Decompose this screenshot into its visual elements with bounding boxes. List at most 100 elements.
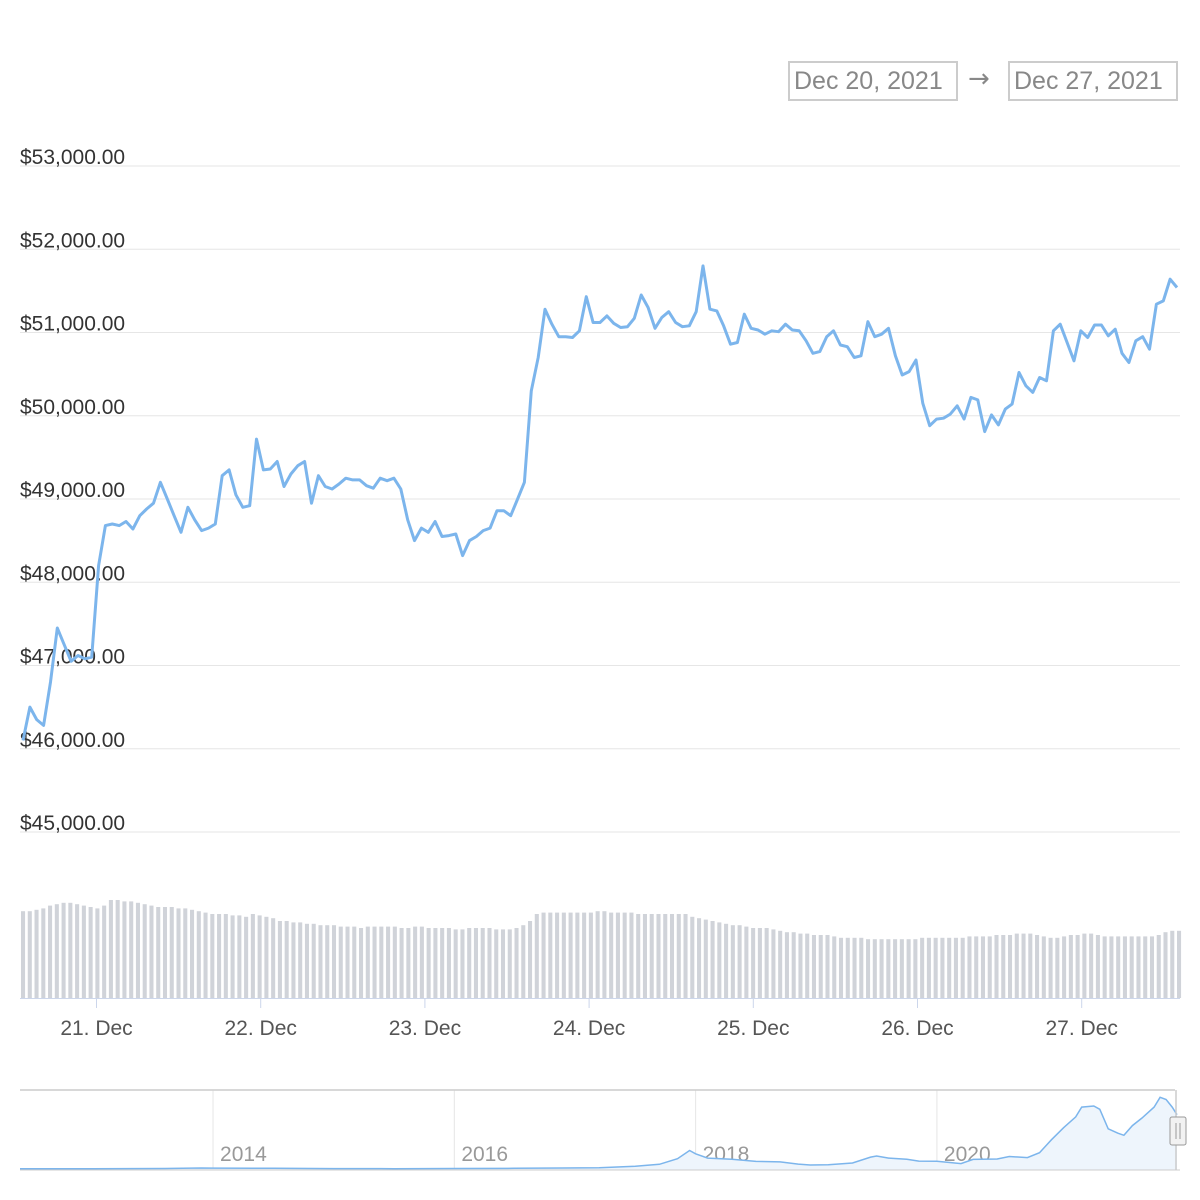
volume-bar: [683, 914, 688, 998]
volume-bar: [838, 937, 844, 998]
volume-bar: [818, 935, 823, 998]
x-tick-label: 24. Dec: [553, 1017, 625, 1040]
volume-bar: [568, 912, 573, 998]
volume-bar: [798, 933, 803, 998]
volume-bar: [1001, 935, 1006, 998]
volume-bar: [669, 914, 675, 998]
volume-bar: [156, 907, 161, 998]
volume-bar: [372, 926, 377, 998]
volume-bar: [217, 914, 222, 998]
volume-bar: [899, 939, 904, 998]
volume-bar: [906, 939, 911, 998]
volume-bar: [893, 939, 898, 998]
date-range-to-input[interactable]: Dec 27, 2021: [1008, 61, 1178, 101]
volume-bar: [534, 914, 539, 998]
volume-bar: [933, 937, 938, 998]
volume-bar: [237, 915, 242, 998]
volume-bar: [690, 916, 695, 998]
x-tick-label: 23. Dec: [389, 1017, 461, 1040]
x-tick-label: 26. Dec: [881, 1017, 953, 1040]
volume-bar: [406, 928, 411, 998]
price-series: [21, 264, 1179, 741]
volume-bar: [34, 909, 39, 998]
volume-bar: [487, 928, 492, 998]
volume-bar: [771, 929, 776, 998]
volume-bar: [54, 904, 59, 998]
volume-bar: [1102, 936, 1107, 998]
volume-bar: [1163, 932, 1168, 998]
volume-bar: [1089, 933, 1094, 998]
volume-bar: [392, 926, 397, 998]
volume-bar: [649, 914, 654, 998]
volume-bar: [61, 902, 66, 998]
volume-bar: [1143, 936, 1148, 998]
volume-bar: [453, 929, 458, 998]
x-tick-label: 22. Dec: [225, 1017, 297, 1040]
volume-bar: [744, 926, 749, 998]
volume-bar: [331, 925, 337, 998]
volume-bar: [757, 928, 762, 998]
volume-bar: [960, 937, 965, 998]
y-tick-label: $47,000.00: [20, 646, 125, 669]
volume-bar: [1177, 930, 1182, 998]
volume-bar: [629, 912, 634, 998]
volume-bar: [284, 921, 289, 998]
volume-bar: [149, 905, 154, 998]
volume-bar: [203, 912, 208, 998]
volume-bar: [724, 923, 729, 998]
volume-bar: [325, 925, 330, 998]
volume-bar: [1156, 935, 1161, 998]
volume-bar: [399, 928, 404, 998]
date-range-arrow: →: [968, 64, 990, 94]
volume-bar: [994, 935, 999, 998]
volume-bar: [257, 915, 262, 998]
volume-bar: [480, 928, 485, 998]
volume-bar: [697, 918, 702, 998]
volume-bar: [926, 937, 931, 998]
volume-bar: [940, 937, 945, 998]
volume-bar: [1014, 933, 1019, 998]
y-tick-label: $45,000.00: [20, 812, 125, 835]
volume-bar: [1048, 937, 1053, 998]
volume-bar: [264, 916, 269, 998]
volume-bar: [169, 907, 174, 998]
volume-bar: [913, 939, 918, 998]
volume-bar: [1062, 936, 1067, 998]
volume-bar: [135, 902, 140, 998]
volume-bar: [710, 921, 715, 998]
volume-bar: [1129, 936, 1134, 998]
volume-bar: [250, 914, 255, 998]
volume-bar: [48, 905, 53, 998]
volume-bar: [1035, 935, 1040, 998]
volume-bar: [162, 907, 168, 998]
volume-bar: [784, 932, 789, 998]
volume-bar: [872, 939, 877, 998]
volume-bar: [1082, 933, 1087, 998]
volume-bar: [980, 936, 986, 998]
volume-bar: [811, 935, 817, 998]
volume-bar: [440, 928, 445, 998]
volume-bar: [615, 912, 620, 998]
volume-bar: [548, 912, 553, 998]
volume-bar: [1095, 935, 1100, 998]
volume-bar: [244, 916, 249, 998]
x-tick-label: 21. Dec: [60, 1017, 132, 1040]
volume-bar: [609, 912, 614, 998]
volume-bar: [1075, 935, 1080, 998]
navigator-handle[interactable]: [1169, 1116, 1187, 1146]
volume-bar: [1122, 936, 1127, 998]
volume-bar: [102, 905, 107, 998]
navigator[interactable]: 2014 2016 2018 2020: [20, 1089, 1187, 1171]
volume-bar: [521, 925, 526, 998]
volume-bar: [196, 911, 201, 998]
volume-bar: [95, 908, 100, 998]
volume-bars: [21, 900, 1182, 998]
date-range-from-input[interactable]: Dec 20, 2021: [788, 61, 958, 101]
volume-bar: [473, 928, 478, 998]
volume-bar: [947, 937, 952, 998]
volume-bar: [1041, 936, 1046, 998]
y-tick-label: $50,000.00: [20, 396, 125, 419]
volume-bar: [460, 929, 465, 998]
volume-bar: [656, 914, 661, 998]
